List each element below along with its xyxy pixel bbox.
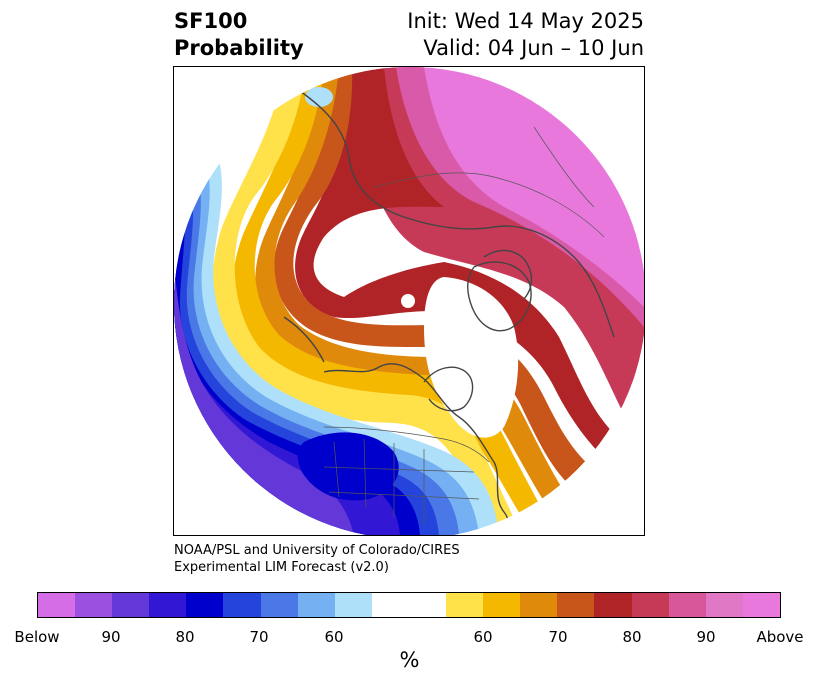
coastline-alaska	[283, 316, 325, 363]
coastlines	[283, 86, 615, 535]
below-core-navy	[297, 432, 399, 501]
border-europe	[533, 126, 595, 208]
title-product: Probability	[174, 36, 304, 60]
colorbar-swatch	[371, 593, 409, 617]
colorbar-swatch	[297, 593, 335, 617]
pole-marker	[401, 294, 415, 308]
colorbar-unit: %	[399, 648, 420, 672]
colorbar-swatch	[594, 593, 632, 617]
title-variable: SF100	[174, 9, 248, 33]
colorbar-tick-label: 70	[548, 628, 568, 646]
credit-line2: Experimental LIM Forecast (v2.0)	[174, 560, 389, 575]
colorbar	[37, 592, 781, 618]
below-spot-north	[305, 87, 333, 107]
valid-period: Valid: 04 Jun – 10 Jun	[423, 36, 644, 60]
forecast-dates: Init: Wed 14 May 2025 Valid: 04 Jun – 10…	[407, 8, 644, 62]
colorbar-swatch	[446, 593, 484, 617]
above-region-magenta	[354, 67, 644, 447]
coastline-hudson-bay	[423, 366, 474, 412]
colorbar-swatch	[705, 593, 743, 617]
colorbar-swatch	[631, 593, 669, 617]
colorbar-tick-label: 80	[622, 628, 642, 646]
colorbar-swatch	[668, 593, 706, 617]
colorbar-swatch	[334, 593, 372, 617]
colorbar-tick-label: 70	[249, 628, 269, 646]
polar-stereographic-map	[174, 67, 644, 535]
colorbar-tick-label: 60	[324, 628, 344, 646]
coastline-eurasia	[293, 86, 615, 338]
colorbar-tick-label: Above	[756, 628, 804, 646]
border-us-states-6	[328, 491, 480, 500]
probability-map	[173, 66, 645, 536]
neutral-region	[424, 277, 519, 438]
border-russia	[373, 172, 605, 238]
colorbar-swatch	[223, 593, 261, 617]
colorbar-swatch	[186, 593, 224, 617]
colorbar-swatch	[742, 593, 780, 617]
colorbar-swatch	[483, 593, 521, 617]
border-us-canada	[323, 426, 490, 463]
colorbar-swatch	[112, 593, 150, 617]
border-us-states-2	[363, 438, 367, 508]
coastline-scandinavia	[483, 249, 533, 300]
colorbar-swatch	[149, 593, 187, 617]
coastline-greenland	[467, 261, 532, 332]
credit: NOAA/PSL and University of Colorado/CIRE…	[174, 542, 460, 576]
colorbar-swatch	[75, 593, 113, 617]
probability-fields	[174, 67, 644, 535]
above-band-yellow	[211, 67, 519, 535]
coastline-north-america	[323, 363, 509, 535]
colorbar-swatch	[408, 593, 447, 617]
colorbar-tick-labels: Below 90 80 70 60 60 70 80 90 Above	[0, 628, 819, 648]
colorbar-tick-label: 80	[175, 628, 195, 646]
above-band-orange-red	[273, 67, 604, 497]
map-title: SF100 Probability	[174, 8, 304, 62]
colorbar-swatch	[260, 593, 298, 617]
colorbar-tick-label: 90	[101, 628, 121, 646]
colorbar-tick-label: 60	[473, 628, 493, 646]
colorbar-tick-label: 90	[696, 628, 716, 646]
init-date: Init: Wed 14 May 2025	[407, 9, 644, 33]
colorbar-tick-label: Below	[14, 628, 60, 646]
colorbar-swatch	[520, 593, 558, 617]
political-borders	[323, 126, 605, 525]
colorbar-swatch	[557, 593, 595, 617]
credit-line1: NOAA/PSL and University of Colorado/CIRE…	[174, 543, 460, 558]
colorbar-swatch	[38, 593, 76, 617]
border-us-states-5	[323, 466, 475, 473]
border-us-states-1	[333, 441, 340, 498]
